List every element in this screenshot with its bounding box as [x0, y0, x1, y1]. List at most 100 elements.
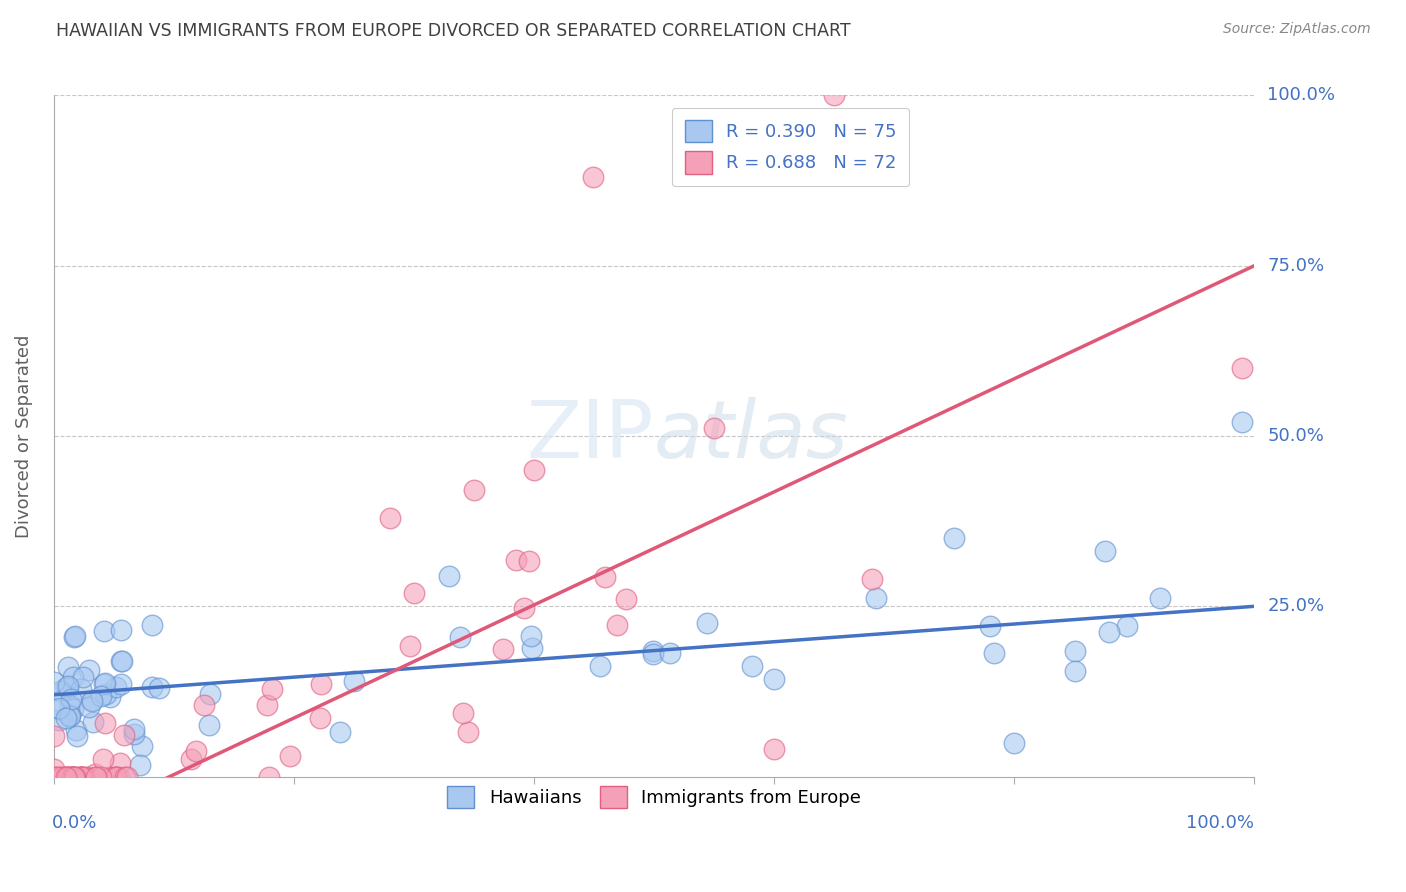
Point [180, 752, 202, 766]
Point [762, 672, 785, 686]
Point [104, 770, 127, 784]
Point [402, 585, 425, 599]
Point [983, 646, 1005, 660]
Point [193, 698, 215, 713]
Point [112, 728, 135, 742]
Point [93, 677, 115, 691]
Point [453, 706, 475, 721]
Point [643, 644, 665, 658]
Point [86, 770, 108, 784]
Point [63, 770, 86, 784]
Point [309, 677, 332, 691]
Point [72, 670, 94, 684]
Point [523, 463, 546, 477]
Point [48, 702, 70, 716]
Point [55, 711, 77, 725]
Point [60, 770, 83, 784]
Point [59, 708, 82, 723]
Point [741, 659, 763, 673]
Point [63, 630, 86, 644]
Point [606, 617, 628, 632]
Point [865, 591, 887, 605]
Text: 25.0%: 25.0% [1267, 598, 1324, 615]
Point [62, 670, 84, 684]
Point [128, 758, 150, 772]
Point [823, 88, 845, 103]
Point [59, 709, 82, 723]
Point [110, 624, 132, 638]
Point [63, 770, 86, 784]
Point [860, 572, 883, 586]
Point [55, 770, 77, 784]
Point [59, 770, 82, 784]
Point [42, 763, 65, 777]
Point [62, 770, 84, 784]
Point [93, 624, 115, 638]
Point [58, 659, 80, 673]
Point [1002, 735, 1025, 749]
Point [48, 713, 70, 727]
Text: 0.0%: 0.0% [52, 814, 97, 832]
Point [77, 699, 100, 714]
Point [60, 770, 83, 784]
Point [1094, 544, 1116, 558]
Point [80, 693, 103, 707]
Point [97, 770, 120, 784]
Point [260, 681, 283, 696]
Point [104, 770, 127, 784]
Point [1064, 664, 1087, 678]
Point [58, 709, 80, 723]
Point [643, 647, 665, 661]
Point [90, 689, 112, 703]
Point [595, 570, 617, 584]
Point [131, 739, 153, 753]
Point [44, 729, 66, 743]
Point [111, 654, 134, 668]
Point [56, 770, 79, 784]
Point [66, 729, 89, 743]
Point [278, 749, 301, 764]
Point [56, 770, 79, 784]
Point [117, 770, 139, 784]
Point [48, 701, 70, 715]
Point [105, 770, 128, 784]
Point [505, 553, 527, 567]
Point [492, 641, 515, 656]
Point [46, 770, 69, 784]
Point [141, 680, 163, 694]
Point [979, 618, 1001, 632]
Point [90, 770, 112, 784]
Point [457, 724, 479, 739]
Point [198, 687, 221, 701]
Point [44, 675, 66, 690]
Point [105, 680, 128, 694]
Point [703, 420, 725, 434]
Point [60, 770, 83, 784]
Text: 50.0%: 50.0% [1267, 427, 1324, 445]
Point [69, 682, 91, 697]
Point [437, 568, 460, 582]
Point [614, 592, 637, 607]
Point [93, 676, 115, 690]
Point [49, 684, 72, 698]
Point [69, 770, 91, 784]
Point [101, 770, 124, 784]
Point [1115, 619, 1137, 633]
Point [91, 752, 114, 766]
Point [519, 629, 541, 643]
Point [256, 698, 278, 712]
Legend: Hawaiians, Immigrants from Europe: Hawaiians, Immigrants from Europe [436, 775, 872, 819]
Point [141, 618, 163, 632]
Point [44, 770, 66, 784]
Point [45, 770, 67, 784]
Point [588, 658, 610, 673]
Y-axis label: Divorced or Separated: Divorced or Separated [15, 334, 32, 538]
Point [65, 723, 87, 737]
Point [62, 702, 84, 716]
Point [70, 770, 93, 784]
Point [309, 711, 332, 725]
Point [696, 615, 718, 630]
Point [943, 531, 966, 545]
Point [110, 654, 132, 668]
Point [63, 770, 86, 784]
